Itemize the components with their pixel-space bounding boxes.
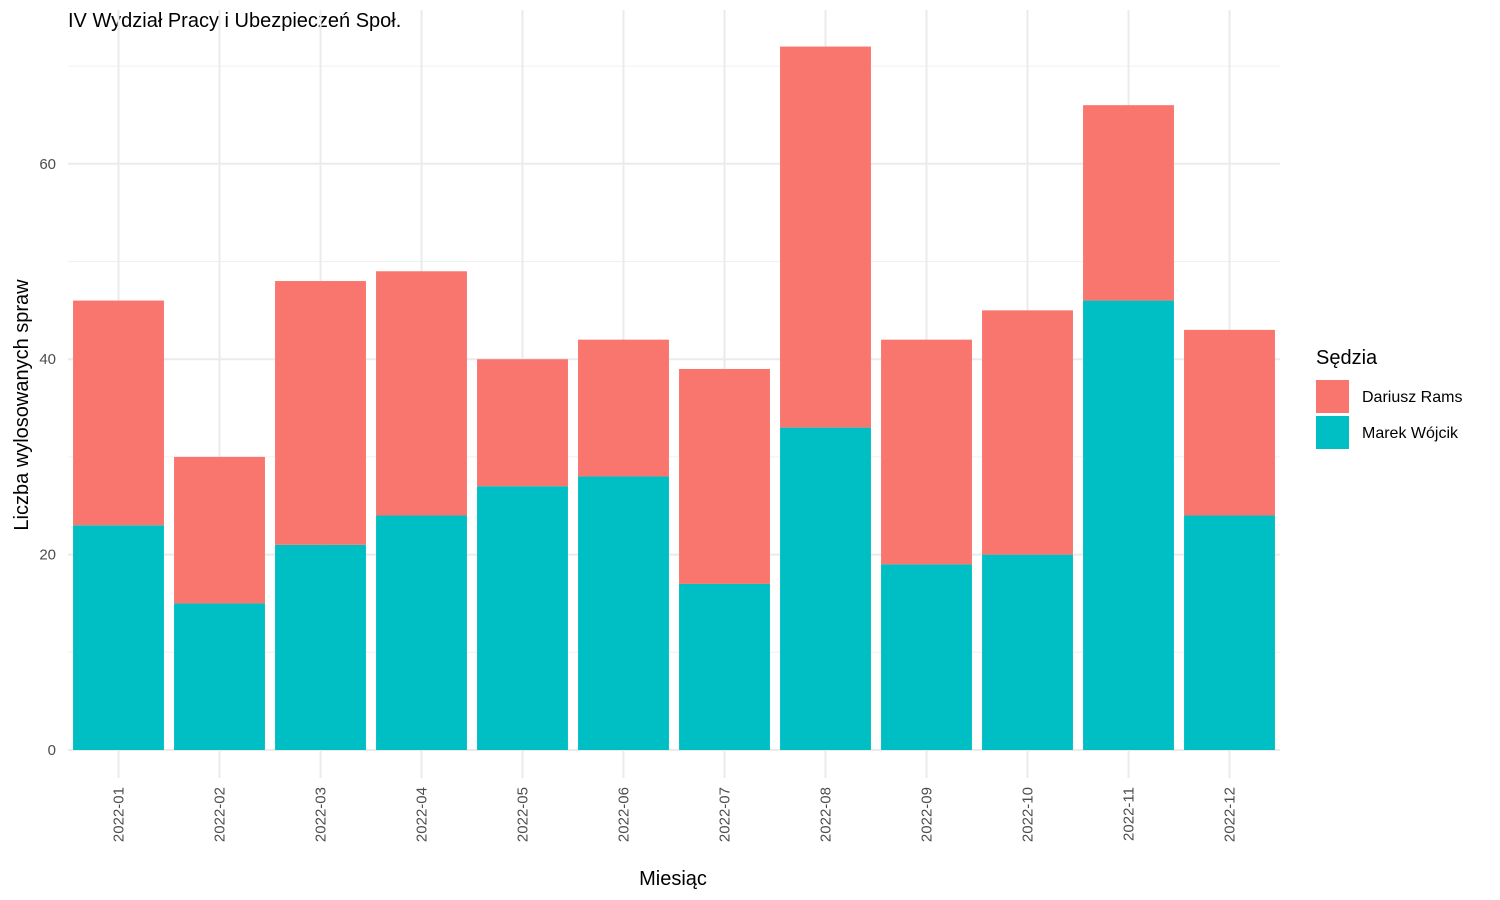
y-tick-label: 20	[39, 547, 56, 564]
x-tick-label: 2022-10	[1020, 787, 1037, 842]
bar-segment	[982, 310, 1073, 555]
bar-segment	[477, 486, 568, 750]
legend-label: Dariusz Rams	[1362, 389, 1462, 406]
x-tick-label: 2022-04	[414, 787, 431, 842]
bar-segment	[376, 515, 467, 750]
y-axis-ticks: 0 20 40 60	[39, 156, 56, 759]
x-tick-label: 2022-07	[717, 787, 734, 842]
bar-segment	[174, 456, 265, 604]
bar-segment	[578, 339, 669, 477]
x-tick-label: 2022-09	[919, 787, 936, 842]
bar-segment	[275, 281, 366, 545]
bar-segment	[174, 603, 265, 750]
x-tick-label: 2022-06	[616, 787, 633, 842]
x-axis-ticks: 2022-01 2022-02 2022-03 2022-04 2022-05 2022-…	[111, 787, 1239, 842]
legend-key	[1316, 416, 1349, 449]
bar-segment	[275, 544, 366, 750]
legend-key	[1316, 380, 1349, 413]
bar-segment	[376, 271, 467, 516]
x-tick-label: 2022-01	[111, 787, 128, 842]
bar-segment	[73, 525, 164, 750]
legend-title: Sędzia	[1316, 347, 1378, 369]
x-axis-title: Miesiąc	[639, 868, 707, 890]
bar-segment	[73, 300, 164, 526]
bar-segment	[679, 583, 770, 750]
bar-segment	[1184, 329, 1275, 516]
legend-label: Marek Wójcik	[1362, 425, 1459, 442]
bar-segment	[477, 359, 568, 487]
x-tick-label: 2022-03	[313, 787, 330, 842]
x-tick-label: 2022-02	[212, 787, 229, 842]
bar-segment	[679, 368, 770, 584]
x-tick-label: 2022-12	[1222, 787, 1239, 842]
bar-segment	[881, 339, 972, 565]
bars	[73, 46, 1275, 750]
bar-segment	[780, 427, 871, 750]
bar-segment	[881, 564, 972, 750]
x-tick-label: 2022-08	[818, 787, 835, 842]
chart-title: IV Wydział Pracy i Ubezpieczeń Społ.	[68, 10, 401, 32]
y-tick-label: 0	[48, 742, 56, 759]
y-axis-title: Liczba wylosowanych spraw	[11, 279, 33, 531]
bar-segment	[1184, 515, 1275, 750]
bar-segment	[1083, 300, 1174, 750]
y-tick-label: 40	[39, 351, 56, 368]
bar-segment	[578, 476, 669, 750]
x-tick-label: 2022-11	[1121, 787, 1138, 841]
bar-segment	[1083, 105, 1174, 301]
legend: Sędzia Dariusz Rams Marek Wójcik	[1316, 347, 1462, 449]
x-tick-label: 2022-05	[515, 787, 532, 842]
bar-segment	[982, 554, 1073, 750]
y-tick-label: 60	[39, 156, 56, 173]
bar-segment	[780, 46, 871, 428]
